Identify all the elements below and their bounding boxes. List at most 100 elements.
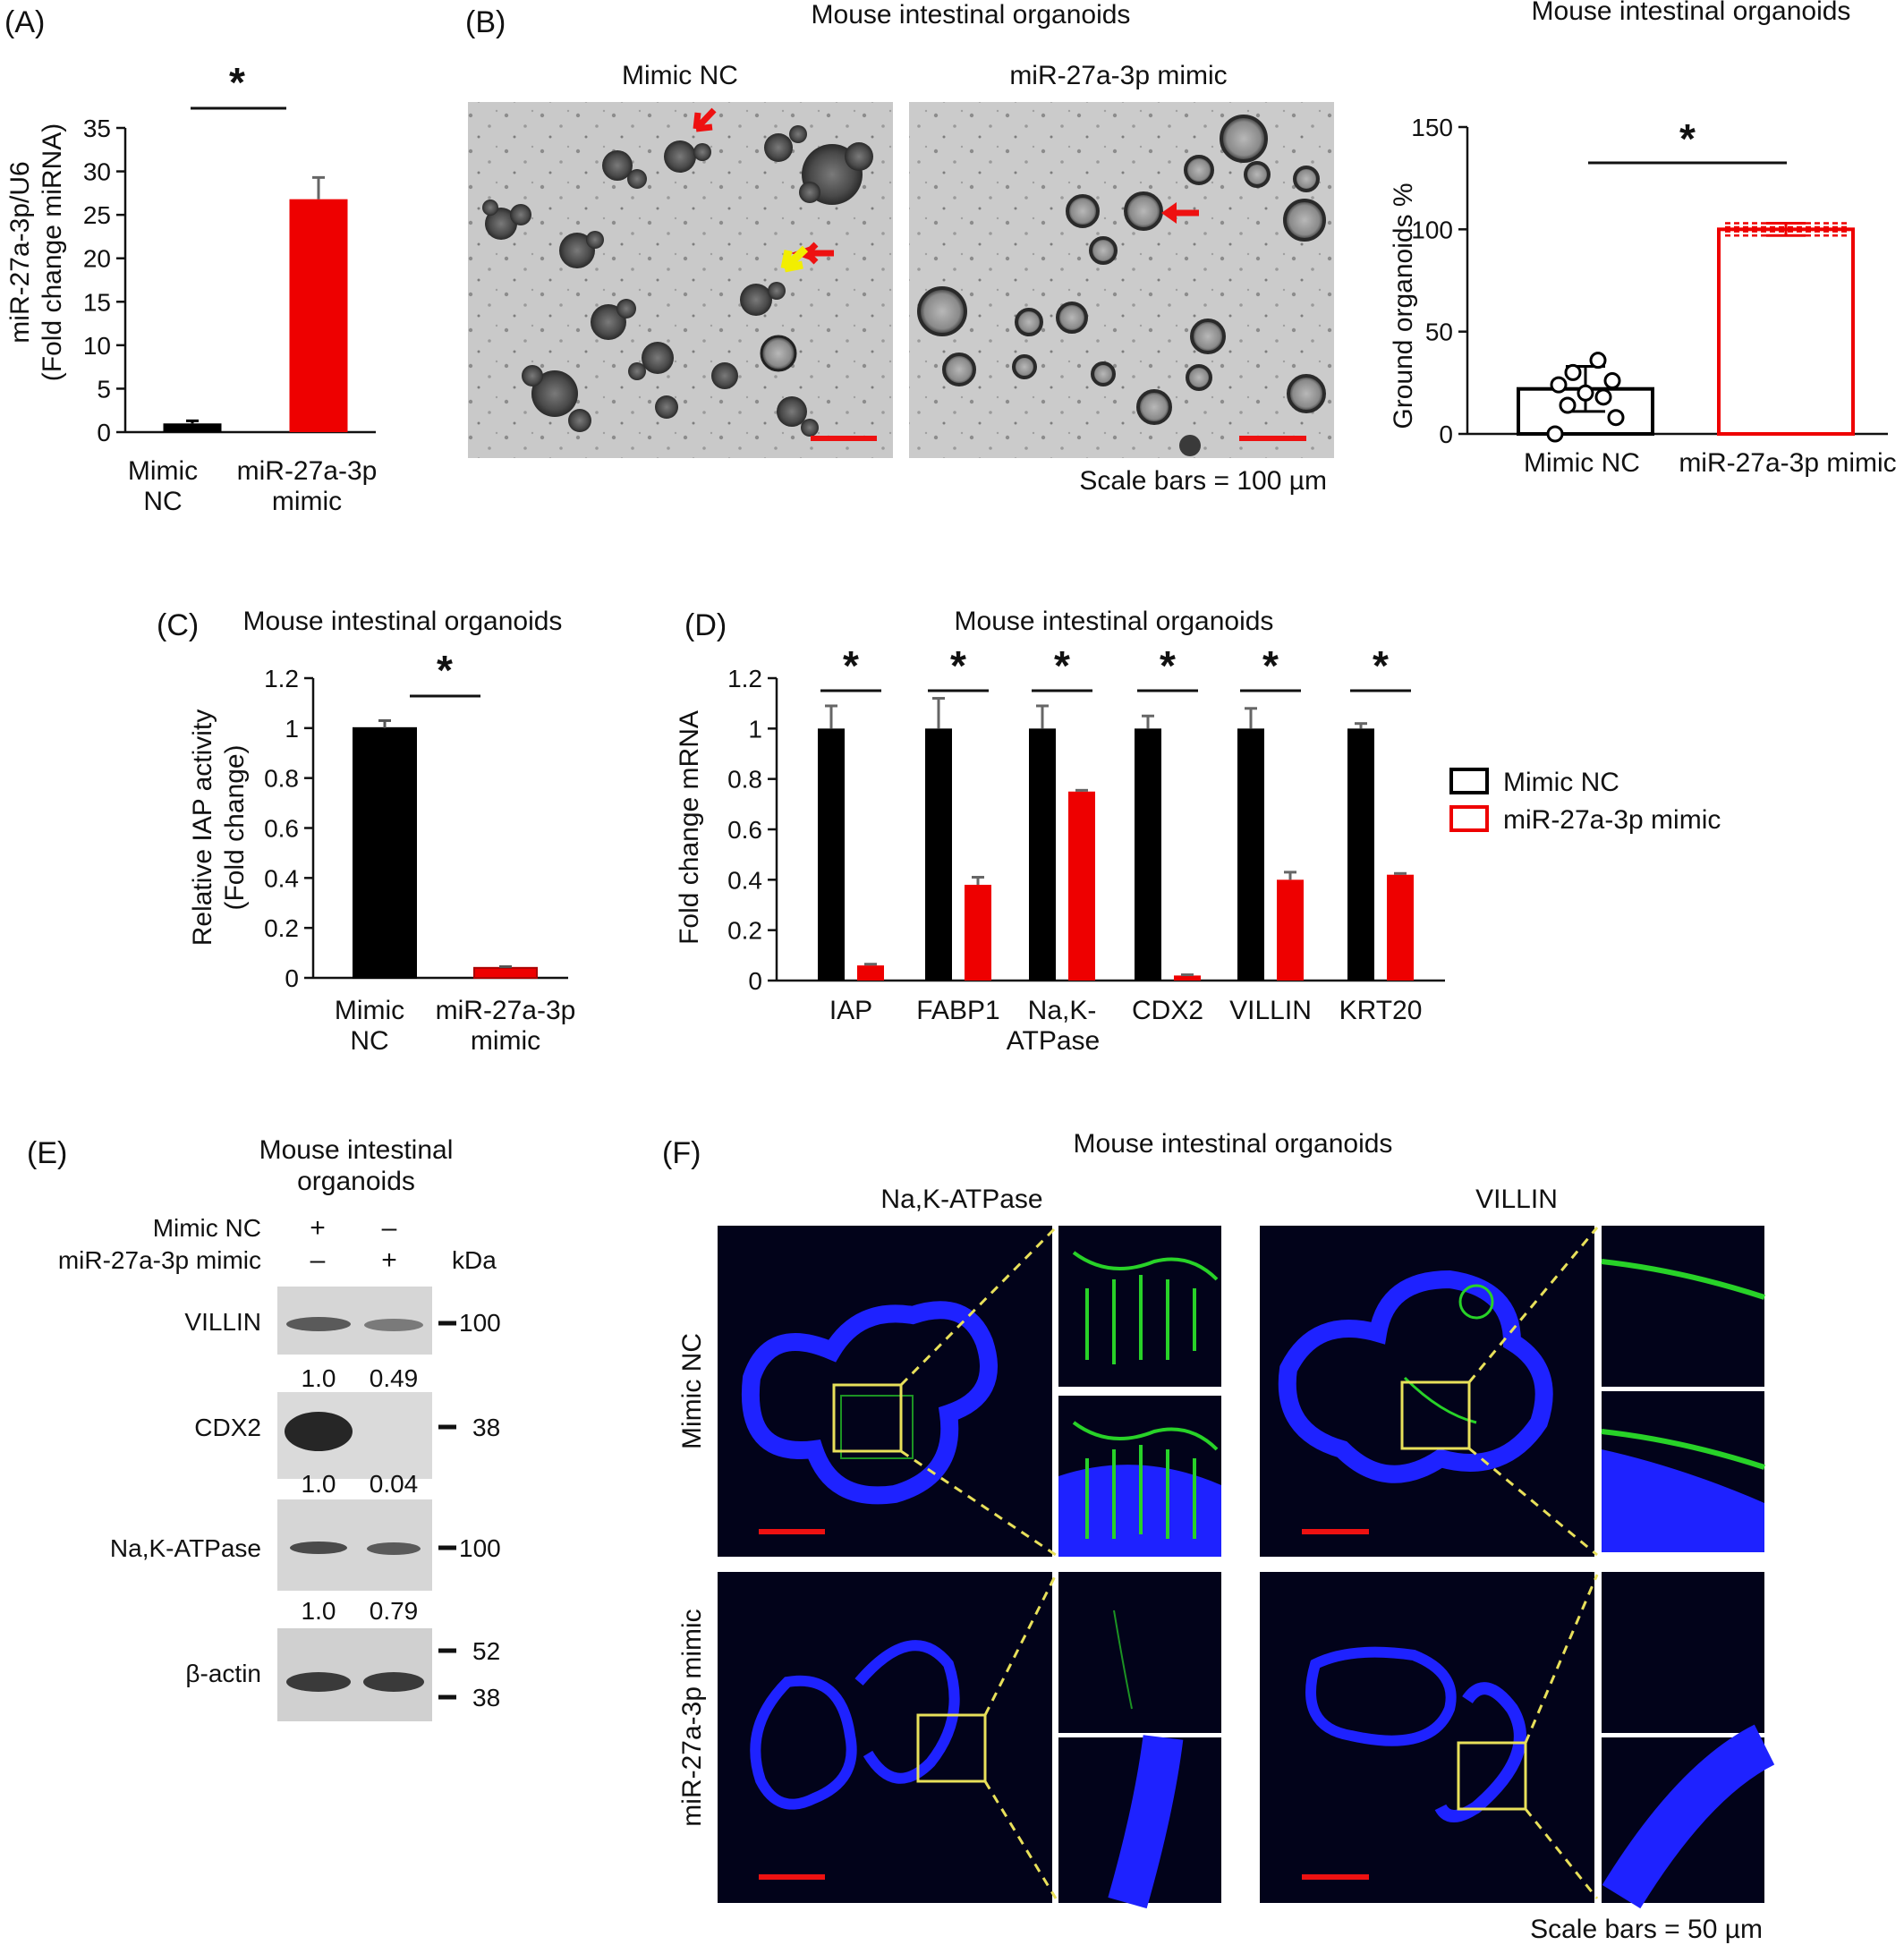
panel-a: (A) 0 5 10 15 20 25 30 35 miR-27a-3p/U6 (Fold c… xyxy=(4,5,377,516)
budding-organoids xyxy=(482,125,873,437)
chart-b-point xyxy=(1550,376,1568,394)
chart-c-bar xyxy=(473,966,538,980)
panel-f-scale-text: Scale bars = 50 µm xyxy=(1530,1915,1763,1944)
chart-a-ylabel-line2: (Fold change miRNA) xyxy=(38,123,67,381)
chart-b-ytick-label: 150 xyxy=(1411,114,1453,141)
chart-d-xcat-label: FABP1 xyxy=(916,996,999,1025)
blot-label-villin: VILLIN xyxy=(184,1308,261,1336)
chart-c-bar xyxy=(353,726,417,979)
chart-a-ytick-label: 30 xyxy=(83,158,111,186)
chart-a-ytick-label: 35 xyxy=(83,115,111,142)
micrograph-mir27a-mimic xyxy=(909,102,1334,458)
panel-c-title: Mouse intestinal organoids xyxy=(243,607,563,636)
band xyxy=(364,1319,423,1331)
marker-52: 52 xyxy=(472,1637,500,1665)
quant-cdx2-lane2: 0.04 xyxy=(370,1470,419,1498)
chart-d-xcat-label: IAP xyxy=(829,996,872,1025)
chart-d-xcat-na-line2: ATPase xyxy=(1007,1026,1101,1056)
chart-b-point xyxy=(1559,396,1577,414)
band xyxy=(363,1672,424,1692)
chart-a-xcat2-line1: miR-27a-3p xyxy=(237,456,378,486)
chart-d-ytick-label: 0 xyxy=(748,967,762,995)
quant-nak-lane1: 1.0 xyxy=(302,1597,336,1625)
chart-d-ytick-label: 1 xyxy=(748,715,762,743)
chart-b-bar xyxy=(1717,227,1855,437)
marker-100: 100 xyxy=(459,1309,501,1337)
lane1-mimic-nc-plus: + xyxy=(310,1213,326,1243)
chart-a-bar xyxy=(289,199,348,432)
panel-f: (F) Mouse intestinal organoids Na,K-ATPa… xyxy=(662,1129,1775,1944)
panel-f-col1: Na,K-ATPase xyxy=(880,1185,1042,1214)
chart-d-bar xyxy=(1068,791,1095,981)
lane2-mir-plus: + xyxy=(381,1245,397,1275)
chart-b-ytick-label: 100 xyxy=(1411,216,1453,243)
blot-label-beta-actin: β-actin xyxy=(185,1660,261,1687)
chart-d-bar xyxy=(1237,728,1264,981)
chart-d-bar xyxy=(1029,728,1056,981)
chart-b-point xyxy=(1564,363,1582,381)
lane2-mimic-nc-minus: – xyxy=(382,1213,397,1243)
panel-b: (B) Mouse intestinal organoids Mimic NC … xyxy=(465,0,1897,496)
lane1-mir-minus: – xyxy=(310,1245,326,1275)
chart-d: 0 0.2 0.4 0.6 0.8 1 1.2 IAP * FABP1 * Na,K- * CDX2 * VI… xyxy=(727,642,1445,1025)
if-image-nc-nak xyxy=(718,1226,1058,1557)
chart-d-bar xyxy=(1135,728,1161,981)
chart-d-significance-star: * xyxy=(950,642,966,689)
red-arrow-icon xyxy=(693,107,717,132)
panel-d-label: (D) xyxy=(684,608,727,642)
blot-label-nak-atpase: Na,K-ATPase xyxy=(110,1534,261,1562)
panel-b-label: (B) xyxy=(465,5,506,39)
panel-b-image2-title: miR-27a-3p mimic xyxy=(1009,61,1227,90)
panel-f-title: Mouse intestinal organoids xyxy=(1074,1129,1393,1159)
chart-d-bar xyxy=(925,728,952,981)
panel-f-col2: VILLIN xyxy=(1475,1185,1558,1214)
chart-b-xcat2: miR-27a-3p mimic xyxy=(1679,448,1896,478)
chart-d-significance-star: * xyxy=(843,642,859,689)
chart-c-xcat2-line2: mimic xyxy=(471,1026,540,1056)
panel-c-label: (C) xyxy=(157,608,199,642)
row-label-mimic-nc: Mimic NC xyxy=(153,1214,261,1242)
chart-b: 0 50 100 150 xyxy=(1411,114,1888,448)
row-label-mir27a-mimic: miR-27a-3p mimic xyxy=(58,1246,261,1274)
cystic-organoids xyxy=(917,115,1326,456)
chart-d-ytick-label: 0.8 xyxy=(727,766,762,794)
chart-d-bar xyxy=(1347,728,1374,981)
chart-c-xcat2-line1: miR-27a-3p xyxy=(436,996,576,1025)
chart-c: 0 0.2 0.4 0.6 0.8 1 1.2 xyxy=(264,665,568,992)
chart-a-xcat1-line2: NC xyxy=(143,487,182,516)
chart-c-significance-star: * xyxy=(437,647,453,693)
chart-a-ytick-label: 20 xyxy=(83,245,111,273)
chart-b-point xyxy=(1577,384,1594,402)
blot-label-cdx2: CDX2 xyxy=(194,1414,261,1441)
kda-label: kDa xyxy=(452,1246,497,1274)
chart-c-ytick-label: 0 xyxy=(285,964,299,992)
panel-c: (C) Mouse intestinal organoids 0 0.2 0.4 0.… xyxy=(157,607,575,1056)
chart-a-ytick-label: 10 xyxy=(83,332,111,360)
zoom-box xyxy=(916,1713,987,1783)
chart-d-bar xyxy=(857,965,884,981)
band xyxy=(367,1542,421,1555)
zoom-box xyxy=(1457,1741,1527,1811)
panel-b-image1-title: Mimic NC xyxy=(622,61,738,90)
chart-d-xcat-label: Na,K- xyxy=(1028,996,1097,1025)
chart-b-point xyxy=(1589,352,1607,369)
chart-d-significance-star: * xyxy=(1054,642,1070,689)
chart-c-ytick-label: 0.6 xyxy=(264,815,299,843)
panel-d-title: Mouse intestinal organoids xyxy=(955,607,1274,636)
marker-100-b: 100 xyxy=(459,1534,501,1562)
chart-b-ytick-label: 0 xyxy=(1439,420,1453,448)
chart-c-xcat1-line2: NC xyxy=(350,1026,388,1056)
chart-d-significance-star: * xyxy=(1373,642,1389,689)
chart-d-bar xyxy=(965,884,991,981)
band xyxy=(285,1412,353,1451)
panel-e-title-line1: Mouse intestinal xyxy=(259,1135,454,1165)
panel-f-row2: miR-27a-3p mimic xyxy=(677,1609,707,1826)
quant-cdx2-lane1: 1.0 xyxy=(302,1470,336,1498)
chart-c-ylabel-line1: Relative IAP activity xyxy=(188,709,217,947)
chart-d-ylabel: Fold change mRNA xyxy=(675,710,704,945)
chart-d-bar xyxy=(1174,975,1201,981)
if-image-mir-nak xyxy=(718,1572,1058,1903)
quant-nak-lane2: 0.79 xyxy=(370,1597,419,1625)
if-image-mir-villin xyxy=(1260,1572,1599,1903)
panel-b-scale-text: Scale bars = 100 µm xyxy=(1079,466,1327,496)
